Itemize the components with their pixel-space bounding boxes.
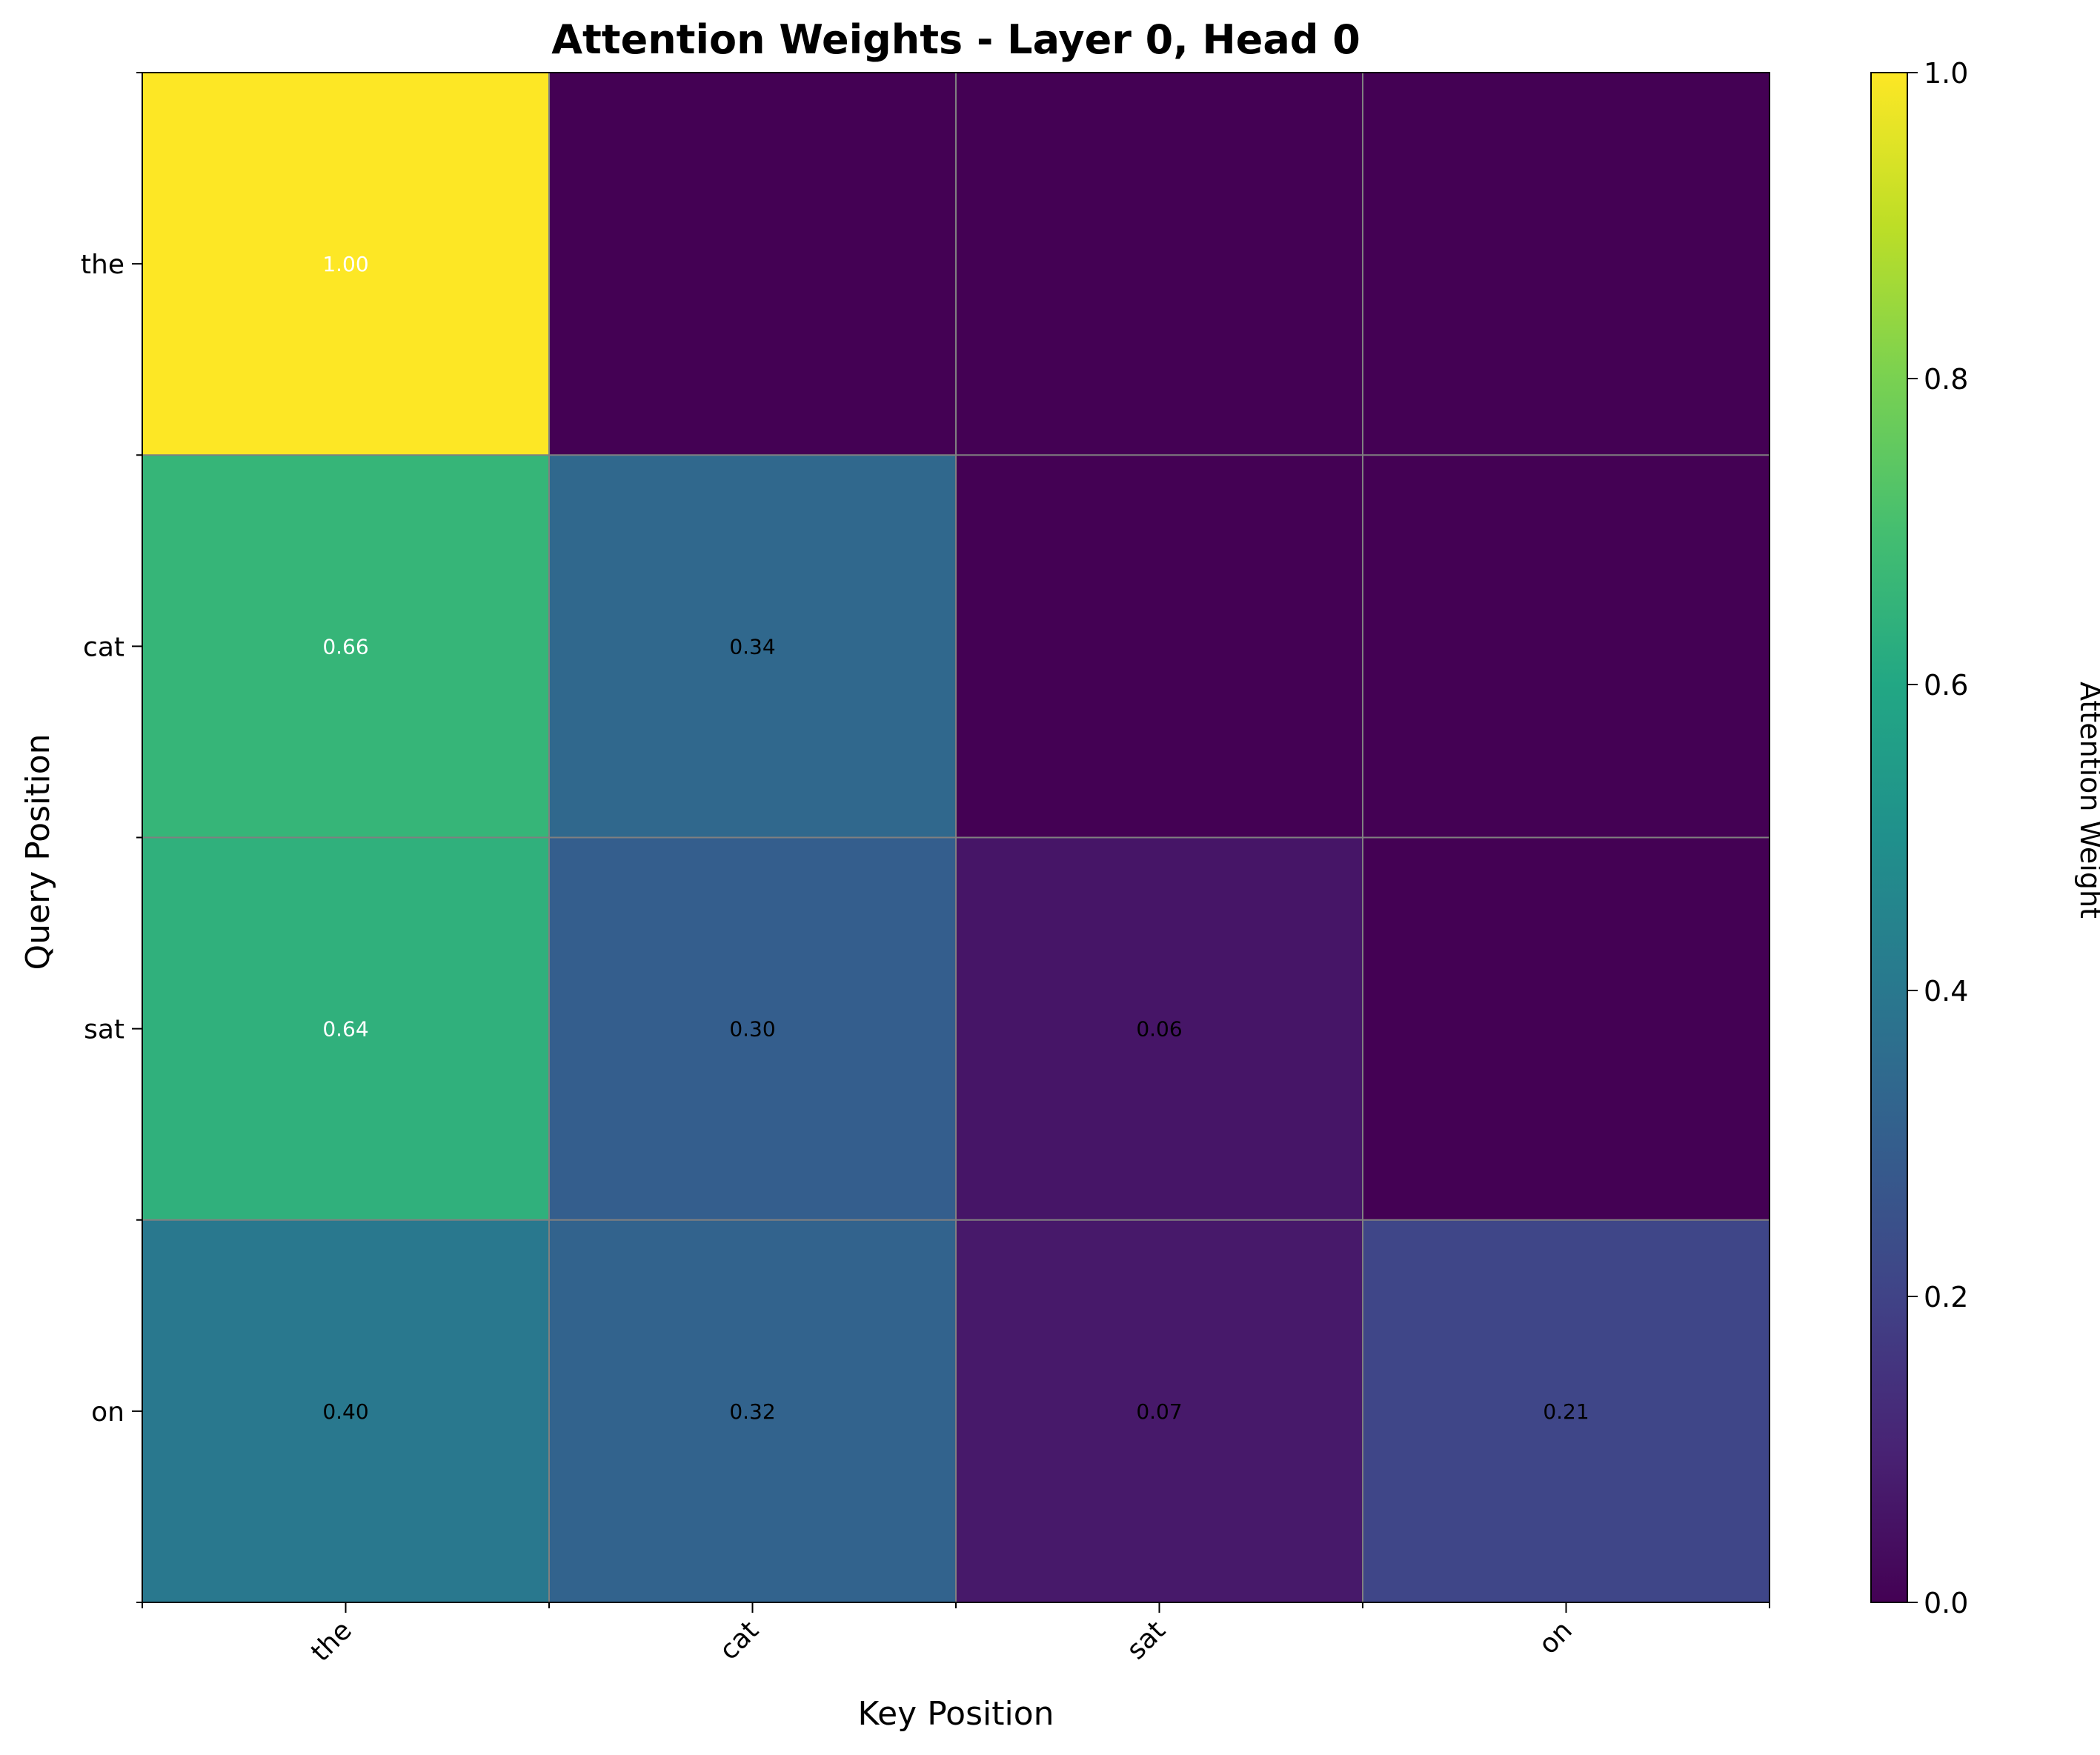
heatmap-cell <box>956 837 1363 1221</box>
x-axis: the cat sat on <box>142 1602 1770 1668</box>
x-tick-label: the <box>305 1615 358 1668</box>
colorbar-label: Attention Weight <box>2074 682 2100 919</box>
colorbar-tick-label: 0.8 <box>1924 363 1968 396</box>
y-tick-label: cat <box>83 632 124 662</box>
heatmap-cell <box>549 73 957 456</box>
cell-value-label: 0.40 <box>322 1399 368 1424</box>
heatmap-cell <box>956 455 1363 838</box>
x-tick-label: cat <box>714 1615 765 1666</box>
heatmap-cell <box>1363 1219 1770 1603</box>
cell-value-label: 0.32 <box>729 1399 775 1424</box>
cell-value-label: 0.66 <box>322 634 368 659</box>
heatmap-cell <box>142 73 550 456</box>
heatmap-cell <box>956 73 1363 456</box>
colorbar-tick-label: 0.6 <box>1924 669 1968 702</box>
x-tick-label: sat <box>1121 1615 1172 1665</box>
heatmap-cell <box>1363 455 1770 838</box>
colorbar: 0.0 0.2 0.4 0.6 0.8 1.0 Attention Weight <box>1870 57 2100 1619</box>
y-axis: the cat sat on <box>81 72 142 1603</box>
colorbar-tick-label: 0.2 <box>1924 1281 1968 1313</box>
cell-value-label: 0.21 <box>1543 1399 1589 1424</box>
cell-value-labels: 1.00 0.66 0.34 0.64 0.30 0.06 0.40 0.32 0.07 0.21 <box>322 252 1589 1424</box>
colorbar-gradient <box>1871 73 1907 1602</box>
heatmap-grid <box>142 73 1770 1602</box>
heatmap-cell <box>549 455 957 838</box>
heatmap-cell <box>142 455 550 838</box>
colorbar-tick-label: 1.0 <box>1924 57 1968 90</box>
heatmap-cell <box>956 1219 1363 1603</box>
heatmap-cell <box>1363 837 1770 1221</box>
chart-title: Attention Weights - Layer 0, Head 0 <box>551 16 1360 63</box>
cell-value-label: 0.06 <box>1136 1017 1182 1042</box>
cell-value-label: 1.00 <box>322 252 368 276</box>
heatmap-cell <box>142 837 550 1221</box>
colorbar-ticks: 0.0 0.2 0.4 0.6 0.8 1.0 <box>1907 57 1968 1619</box>
y-axis-label: Query Position <box>19 733 57 970</box>
cell-value-label: 0.64 <box>322 1017 368 1042</box>
colorbar-frame <box>1870 72 1908 1603</box>
x-tick-label: on <box>1533 1615 1578 1660</box>
x-axis-label: Key Position <box>857 1695 1054 1733</box>
heatmap-cell <box>549 1219 957 1603</box>
cell-value-label: 0.07 <box>1136 1399 1182 1424</box>
heatmap-cells <box>142 73 1770 1603</box>
heatmap-cell <box>142 1219 550 1603</box>
colorbar-tick-label: 0.0 <box>1924 1587 1968 1619</box>
heatmap-cell <box>1363 73 1770 456</box>
y-tick-label: sat <box>84 1015 124 1045</box>
cell-value-label: 0.34 <box>729 634 775 659</box>
y-tick-label: on <box>91 1397 124 1428</box>
y-tick-label: the <box>81 250 124 280</box>
cell-value-label: 0.30 <box>729 1017 775 1042</box>
heatmap-cell <box>549 837 957 1221</box>
colorbar-tick-label: 0.4 <box>1924 975 1968 1008</box>
